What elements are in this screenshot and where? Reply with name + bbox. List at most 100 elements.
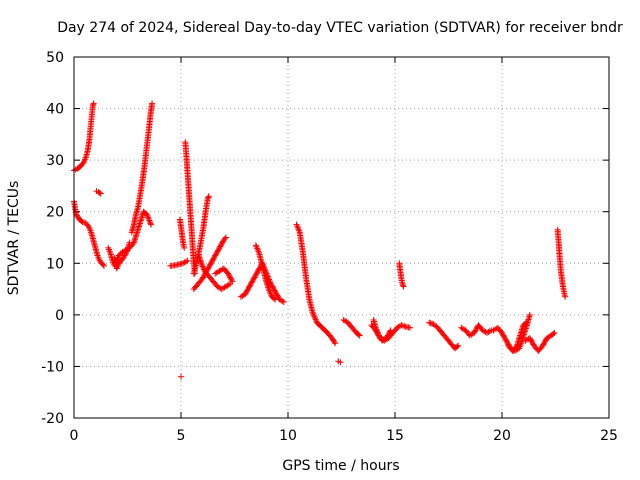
data-point (255, 266, 262, 273)
data-point (471, 329, 478, 336)
data-point (181, 244, 188, 251)
data-point (400, 282, 407, 289)
y-tick-label: -20 (41, 411, 64, 427)
data-point (248, 279, 255, 286)
data-point (90, 100, 97, 107)
data-point (205, 264, 212, 271)
data-point (526, 311, 533, 318)
data-point (539, 342, 546, 349)
data-point (355, 331, 362, 338)
data-point (214, 248, 221, 255)
plot-frame (73, 56, 610, 419)
data-point (209, 257, 216, 264)
data-point (499, 329, 505, 336)
data-point (182, 258, 189, 265)
data-point (528, 338, 535, 345)
data-point (216, 244, 223, 251)
data-point (250, 275, 257, 282)
data-point (332, 340, 339, 347)
data-point (123, 248, 130, 255)
grid (74, 57, 609, 418)
data-point (542, 337, 549, 344)
data-point (399, 322, 406, 329)
data-point (213, 249, 220, 256)
data-point (309, 309, 316, 316)
data-point (228, 277, 235, 284)
data-point (212, 251, 219, 258)
data-point (426, 319, 433, 326)
data-point (267, 280, 274, 287)
data-point (255, 268, 262, 275)
data-point (406, 324, 413, 331)
y-tick-label: 30 (46, 153, 64, 169)
data-point (312, 316, 319, 323)
data-point (245, 286, 252, 293)
data-point (385, 331, 392, 338)
data-point (215, 246, 222, 253)
data-point (148, 221, 155, 228)
y-tick-label: 20 (46, 205, 64, 221)
data-point (273, 291, 280, 298)
data-point (205, 193, 212, 200)
data-point (472, 327, 479, 334)
data-point (540, 341, 547, 348)
data-point (225, 271, 232, 278)
data-point (386, 329, 393, 336)
data-point (271, 287, 278, 294)
data-point (471, 328, 478, 335)
data-point (526, 335, 533, 342)
data-point (310, 312, 317, 319)
y-tick-label: -10 (41, 359, 64, 375)
data-point (503, 338, 510, 345)
data-point (146, 219, 153, 226)
data-point (500, 332, 507, 339)
data-point (225, 270, 232, 277)
x-tick-label: 25 (600, 428, 618, 444)
data-point (256, 265, 263, 272)
data-point (502, 336, 509, 343)
data-point (126, 239, 133, 246)
data-point (207, 261, 214, 268)
data-point (387, 328, 394, 335)
data-point (280, 298, 287, 305)
data-point (275, 293, 282, 300)
data-point (205, 265, 212, 272)
data-point (252, 271, 259, 278)
data-point (311, 313, 318, 320)
x-tick-labels: 0 5 10 15 20 25 (70, 428, 618, 444)
axis-ticks (73, 56, 610, 419)
data-point (551, 329, 558, 336)
data-point (499, 331, 506, 338)
data-point (244, 287, 251, 294)
data-point (147, 220, 154, 227)
data-point (399, 280, 406, 287)
data-point (249, 278, 256, 285)
x-tick-label: 0 (70, 428, 79, 444)
data-point (504, 340, 511, 347)
data-point (541, 340, 548, 347)
data-point (254, 269, 261, 276)
data-point (455, 342, 462, 349)
y-tick-label: 40 (46, 102, 64, 118)
data-point (268, 282, 275, 289)
data-point (528, 337, 535, 344)
data-point (199, 275, 206, 282)
data-point (274, 292, 281, 299)
data-point (331, 338, 338, 345)
data-point (271, 295, 278, 302)
data-point (427, 320, 434, 327)
data-point (242, 291, 249, 298)
data-point (252, 273, 259, 280)
data-point (229, 278, 236, 285)
data-point (78, 218, 85, 225)
data-point (120, 255, 127, 262)
data-point (398, 322, 405, 329)
data-point (215, 247, 222, 254)
data-point (205, 194, 212, 201)
data-point (503, 337, 510, 344)
data-point (226, 273, 233, 280)
data-point (96, 189, 103, 196)
data-point (473, 326, 480, 333)
data-point (247, 280, 254, 287)
